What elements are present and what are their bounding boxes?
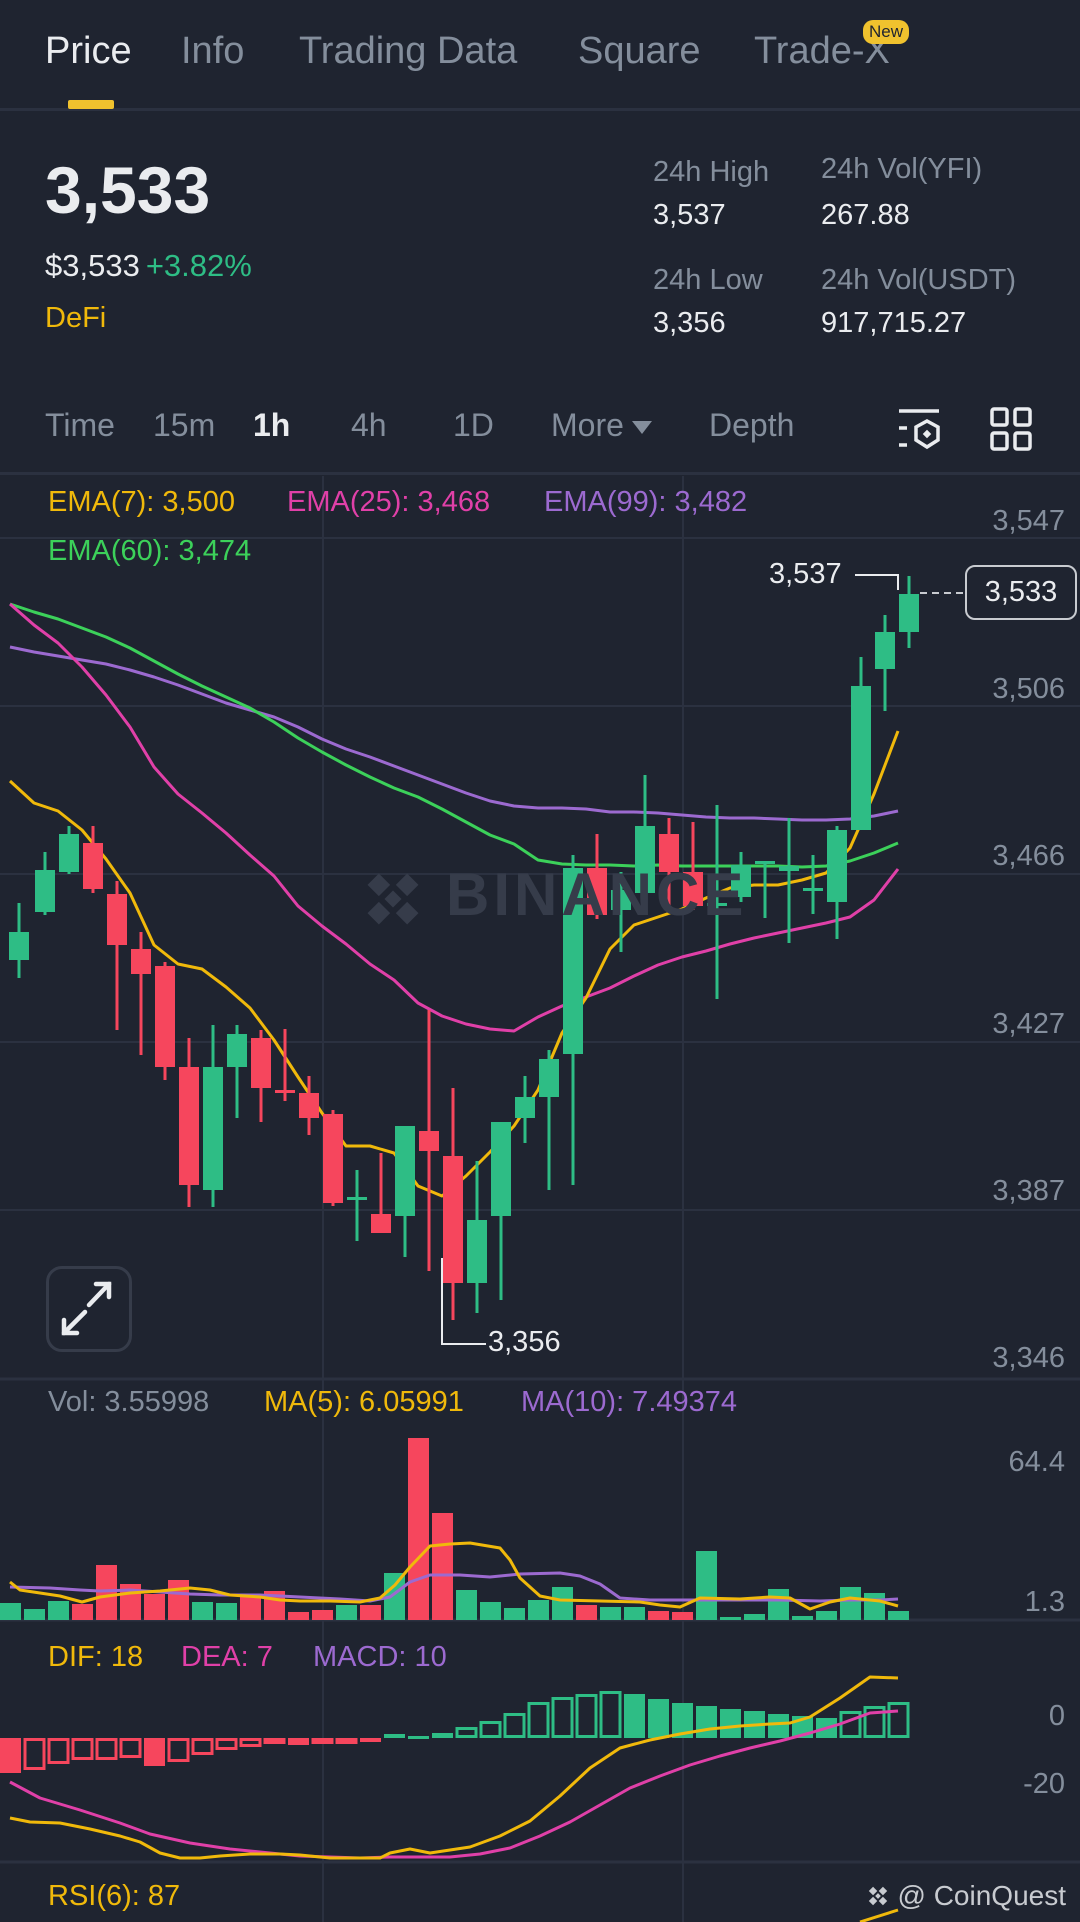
macd-axis-label: -20 [1023,1768,1065,1800]
caret-down-icon [631,421,652,435]
vol-base-label: 24h Vol(YFI) [821,153,983,185]
vol-base-value: 267.88 [821,199,910,231]
expand-arrows-icon [61,1281,112,1336]
low-marker-label: 3,356 [488,1326,561,1358]
exchange-watermark: BINANCE [360,860,747,929]
interval-4h[interactable]: 4h [351,407,387,443]
interval-time[interactable]: Time [45,407,115,443]
volume-axis-label: 1.3 [1024,1586,1065,1618]
binance-logo-icon [868,1886,887,1906]
high-24h-label: 24h High [653,156,770,188]
volume-legend: Vol: 3.55998 [48,1386,210,1418]
tab-trading-data[interactable]: Trading Data [299,30,518,72]
last-price: 3,533 [45,153,211,227]
macd-legend: MACD: 10 [313,1641,447,1673]
sector-tag[interactable]: DeFi [45,302,107,334]
price-axis-label: 3,506 [992,673,1065,705]
price-axis-label: 3,427 [992,1008,1065,1040]
ema7-legend: EMA(7): 3,500 [48,486,235,518]
dea-legend: DEA: 7 [181,1641,273,1673]
price-change-percent: +3.82% [145,248,252,283]
interval-15m[interactable]: 15m [153,407,216,443]
vol-quote-label: 24h Vol(USDT) [821,264,1017,296]
usd-price-row: $3,533 +3.82% [45,248,252,284]
fullscreen-button[interactable] [46,1266,132,1352]
ema60-legend: EMA(60): 3,474 [48,535,252,567]
layout-grid-icon[interactable] [990,407,1032,451]
active-tab-indicator [68,100,114,109]
vol-ma5-legend: MA(5): 6.05991 [264,1386,464,1418]
macd-axis-label: 0 [1048,1700,1065,1732]
current-price-tag[interactable]: 3,533 [965,565,1077,620]
interval-more-dropdown[interactable]: More [551,407,652,444]
interval-1h[interactable]: 1h [253,407,291,443]
dif-legend: DIF: 18 [48,1641,144,1673]
tab-square[interactable]: Square [578,30,701,72]
price-axis-label: 3,547 [992,505,1065,537]
indicator-settings-icon[interactable] [897,407,943,453]
tab-price[interactable]: Price [45,30,132,72]
high-24h-value: 3,537 [653,199,726,231]
low-24h-label: 24h Low [653,264,763,296]
ema99-legend: EMA(99): 3,482 [544,486,748,518]
source-credit: @ CoinQuest [866,1880,1066,1912]
vol-quote-value: 917,715.27 [821,307,967,339]
credit-text: @ CoinQuest [897,1880,1067,1911]
rsi-legend: RSI(6): 87 [48,1880,181,1912]
new-badge: New [863,20,910,44]
price-axis-label: 3,346 [992,1342,1065,1374]
volume-axis-label: 64.4 [1008,1446,1065,1478]
usd-price: $3,533 [45,248,140,283]
interval-1d[interactable]: 1D [453,407,494,443]
interval-bar: Time 15m 1h 4h 1D More Depth [0,395,1080,475]
top-tab-bar: Price Info Trading Data Square Trade-X N… [0,0,1080,111]
interval-depth[interactable]: Depth [709,407,795,443]
binance-logo-icon [367,873,419,925]
tab-info[interactable]: Info [181,30,245,72]
low-24h-value: 3,356 [653,307,726,339]
high-marker-label: 3,537 [769,558,842,590]
price-axis-label: 3,466 [992,840,1065,872]
more-label: More [551,407,624,443]
vol-ma10-legend: MA(10): 7.49374 [521,1386,738,1418]
watermark-text: BINANCE [446,861,748,928]
price-axis-label: 3,387 [992,1175,1065,1207]
ema25-legend: EMA(25): 3,468 [287,486,491,518]
